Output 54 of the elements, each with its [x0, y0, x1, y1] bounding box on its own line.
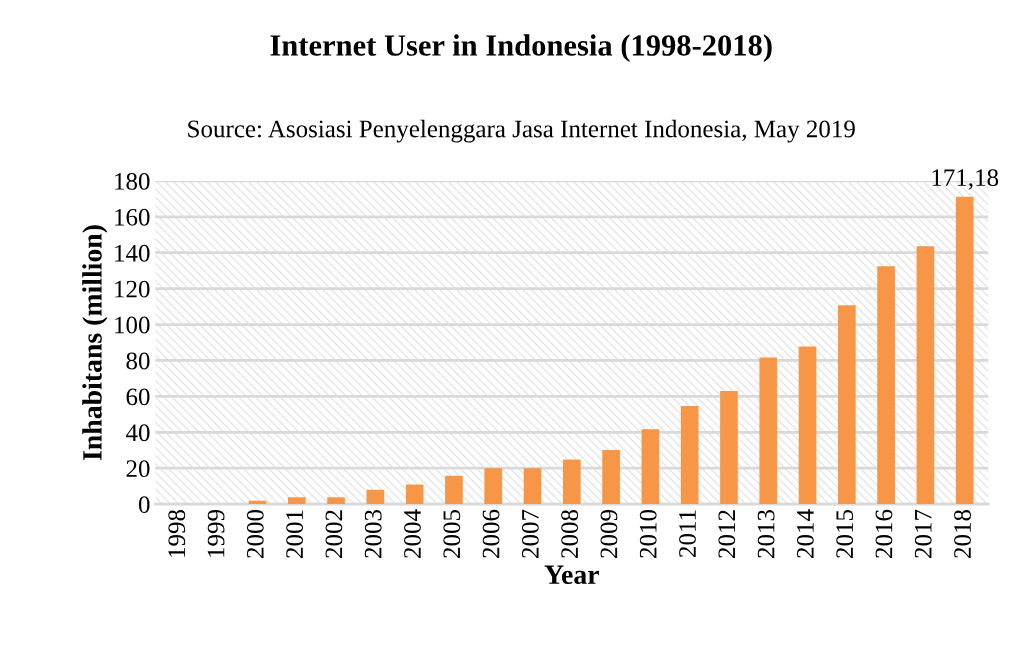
y-tick-label: 140 — [115, 244, 150, 262]
x-tick-label: 2012 — [718, 510, 736, 558]
bar — [720, 390, 738, 505]
bar — [445, 475, 463, 505]
x-tick-label: 2008 — [561, 509, 579, 558]
bar — [562, 459, 581, 505]
y-tick-label: 120 — [115, 280, 150, 298]
y-tick-label: 40 — [125, 424, 150, 442]
chart-title: Internet User in Indonesia (1998-2018) — [270, 34, 772, 63]
bar — [327, 497, 345, 505]
y-tick-label: 20 — [126, 460, 150, 478]
y-tick-label: 100 — [115, 316, 150, 334]
x-tick-label: 2016 — [875, 509, 893, 558]
bar — [287, 497, 306, 505]
y-tick-label: 0 — [138, 496, 150, 514]
x-tick-label: 2004 — [404, 509, 421, 558]
bar — [366, 489, 385, 505]
bar — [680, 405, 699, 505]
x-tick-label: 2006 — [482, 509, 500, 558]
bar — [641, 429, 660, 505]
x-tick-label: 2018 — [954, 509, 971, 558]
y-tick-label: 180 — [115, 172, 150, 190]
x-tick-label: 2003 — [364, 509, 382, 558]
x-tick-label: 2000 — [246, 509, 264, 558]
x-tick-label: 2017 — [914, 509, 932, 558]
x-tick-label: 2010 — [639, 509, 657, 558]
data-label: 171,18 — [932, 169, 999, 190]
y-axis-title: Inhabitans (million) — [82, 225, 108, 461]
bar — [523, 468, 542, 505]
x-axis-title: Year — [544, 565, 599, 585]
bar — [484, 468, 503, 505]
x-tick-label: 2013 — [757, 509, 775, 558]
chart-subtitle: Source: Asosiasi Penyelenggara Jasa Internet Indonesia, May 2019 — [188, 119, 855, 143]
x-tick-label: 2015 — [836, 509, 854, 558]
y-tick-label: 160 — [115, 208, 150, 226]
x-tick-label: 2011 — [679, 510, 696, 557]
bar — [798, 346, 817, 505]
bar — [916, 246, 935, 505]
x-tick-label: 2009 — [600, 510, 618, 558]
bar — [405, 484, 424, 505]
x-tick-label: 2001 — [286, 510, 304, 558]
x-tick-label: 2014 — [796, 509, 814, 558]
bar — [759, 357, 778, 505]
bar — [877, 266, 895, 505]
x-tick-label: 2007 — [521, 509, 539, 558]
x-tick-label: 2002 — [325, 510, 343, 558]
x-tick-label: 1999 — [207, 510, 225, 557]
bar — [837, 305, 856, 505]
bar — [955, 196, 974, 505]
bar — [602, 449, 620, 505]
y-tick-label: 60 — [126, 388, 150, 406]
x-tick-label: 2005 — [443, 509, 461, 558]
x-tick-label: 1998 — [168, 509, 186, 557]
y-tick-label: 80 — [126, 352, 150, 370]
